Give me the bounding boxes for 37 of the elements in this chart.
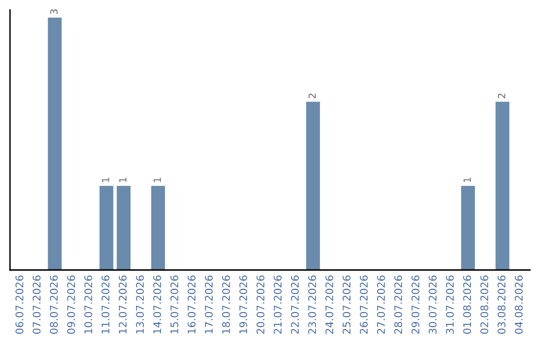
x-tick-label: 26.07.2026 [360, 276, 368, 334]
data-label: 1 [154, 178, 161, 182]
x-tick-label: 30.07.2026 [428, 276, 437, 334]
x-tick-label: 04.08.2026 [514, 276, 523, 334]
x-tick-label: 27.07.2026 [377, 276, 385, 334]
x-tick-label: 20.07.2026 [256, 276, 264, 334]
x-tick-label: 18.07.2026 [222, 276, 230, 334]
x-tick-label: 14.07.2026 [153, 276, 162, 334]
x-tick-label: 09.07.2026 [67, 276, 76, 334]
x-tick-label: 07.07.2026 [32, 276, 41, 334]
data-label: 1 [102, 178, 110, 182]
x-tick-label: 01.08.2026 [463, 276, 472, 334]
x-tick-label: 31.07.2026 [446, 276, 454, 334]
x-tick-label: 02.08.2026 [480, 276, 488, 334]
x-tick-label: 24.07.2026 [325, 276, 334, 334]
x-tick-label: 03.08.2026 [498, 276, 506, 334]
data-label: 1 [464, 178, 471, 182]
x-tick-label: 21.07.2026 [274, 276, 282, 334]
data-label: 2 [498, 94, 506, 98]
x-tick-label: 19.07.2026 [239, 276, 248, 334]
x-tick-label: 25.07.2026 [342, 276, 351, 334]
x-tick-label: 23.07.2026 [308, 276, 316, 334]
data-label: 2 [308, 94, 316, 98]
x-tick-label: 16.07.2026 [188, 276, 196, 334]
data-label: 1 [119, 178, 126, 182]
x-tick-label: 22.07.2026 [290, 276, 299, 334]
x-tick-label: 29.07.2026 [412, 276, 420, 334]
x-tick-label: 17.07.2026 [204, 276, 213, 334]
x-tick-label: 28.07.2026 [394, 276, 402, 334]
x-tick-label: 12.07.2026 [118, 276, 127, 334]
x-tick-label: 06.07.2026 [15, 276, 24, 334]
x-tick-label: 10.07.2026 [84, 276, 92, 334]
data-label: 3 [50, 9, 58, 14]
x-tick-label: 11.07.2026 [102, 276, 110, 334]
x-tick-label: 15.07.2026 [170, 276, 178, 334]
x-tick-label: 13.07.2026 [136, 276, 144, 334]
x-tick-label: 08.07.2026 [50, 276, 58, 334]
